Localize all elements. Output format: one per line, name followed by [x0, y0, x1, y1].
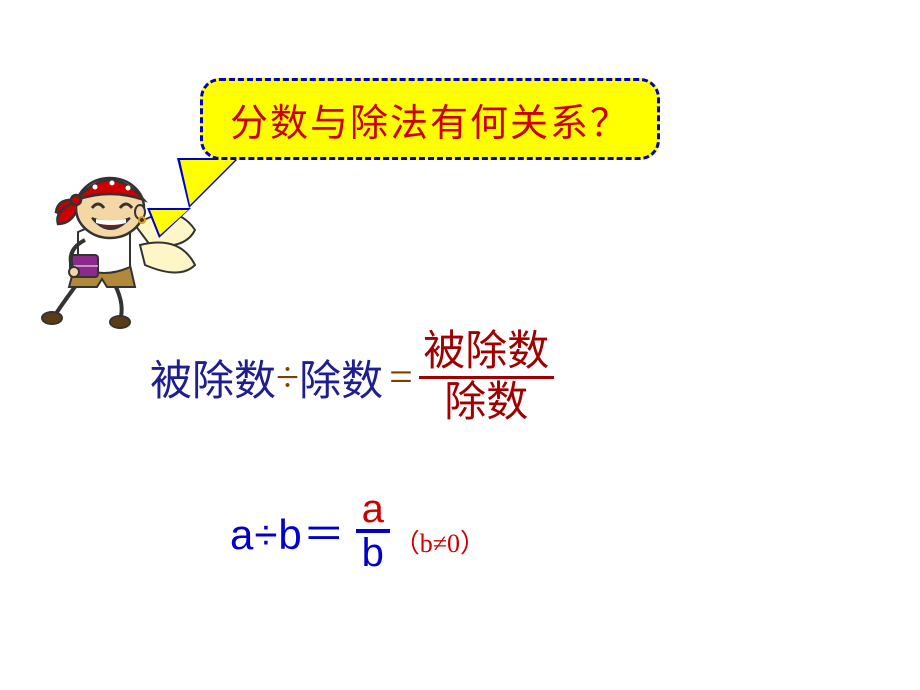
divisor-word: 除数 — [299, 347, 383, 408]
speech-text: 分数与除法有何关系？ — [230, 92, 630, 147]
divide-sign: ÷ — [276, 354, 299, 402]
lhs-ab: a÷b＝ — [230, 501, 346, 562]
speech-tail — [180, 160, 235, 205]
dividend-word: 被除数 — [150, 347, 276, 408]
equation-words: 被除数 ÷ 除数 = 被除数 除数 — [150, 330, 554, 425]
fraction-numerator-word: 被除数 — [423, 330, 549, 374]
speech-tail2 — [150, 210, 188, 235]
fraction-denominator-b: b — [362, 534, 384, 572]
fraction-words: 被除数 除数 — [419, 330, 554, 425]
condition-b-neq-0: （b≠0） — [394, 523, 486, 560]
equation-symbols: a÷b＝ a b （b≠0） — [230, 490, 486, 572]
equals-sign: = — [389, 354, 413, 402]
speech-bubble: 分数与除法有何关系？ — [200, 78, 660, 160]
fraction-denominator-word: 除数 — [444, 381, 528, 425]
fraction-numerator-a: a — [362, 490, 384, 528]
fraction-ab: a b — [356, 490, 390, 572]
fraction-bar — [419, 376, 554, 379]
